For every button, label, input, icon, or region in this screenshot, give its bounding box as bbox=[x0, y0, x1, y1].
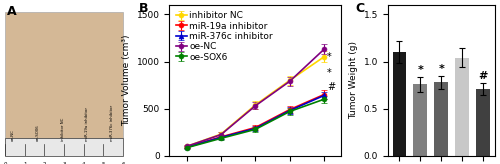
Bar bbox=[456, 58, 469, 156]
Text: 2: 2 bbox=[42, 162, 46, 164]
Text: 6: 6 bbox=[122, 162, 125, 164]
Text: oe-SOX6: oe-SOX6 bbox=[36, 124, 40, 141]
Text: B: B bbox=[138, 2, 148, 15]
Text: miR-19a inhibitor: miR-19a inhibitor bbox=[86, 107, 89, 141]
Text: #: # bbox=[478, 71, 488, 81]
Bar bbox=[5, 12, 123, 138]
Text: inhibitor NC: inhibitor NC bbox=[60, 117, 64, 141]
Bar bbox=[476, 89, 490, 156]
Text: 4: 4 bbox=[82, 162, 86, 164]
Text: miR-376c inhibitor: miR-376c inhibitor bbox=[110, 105, 114, 141]
Bar bbox=[392, 52, 406, 156]
Text: oe-NC: oe-NC bbox=[11, 129, 15, 141]
Text: *: * bbox=[438, 64, 444, 74]
Text: 3: 3 bbox=[62, 162, 66, 164]
Bar bbox=[414, 84, 427, 156]
Bar bbox=[434, 82, 448, 156]
Text: *: * bbox=[327, 68, 332, 78]
Text: 5: 5 bbox=[102, 162, 105, 164]
Y-axis label: Tumor Volume (cm³): Tumor Volume (cm³) bbox=[122, 35, 131, 126]
Text: *: * bbox=[418, 65, 424, 75]
Y-axis label: Tumor Weight (g): Tumor Weight (g) bbox=[349, 41, 358, 119]
Text: C: C bbox=[356, 2, 364, 15]
Text: 1: 1 bbox=[23, 162, 26, 164]
Legend: inhibitor NC, miR-19a inhibitor, miR-376c inhibitor, oe-NC, oe-SOX6: inhibitor NC, miR-19a inhibitor, miR-376… bbox=[174, 10, 275, 63]
Text: A: A bbox=[8, 5, 17, 18]
Text: #: # bbox=[327, 82, 335, 92]
Bar bbox=[5, 138, 123, 156]
Text: 0: 0 bbox=[4, 162, 7, 164]
Text: *: * bbox=[327, 52, 332, 62]
